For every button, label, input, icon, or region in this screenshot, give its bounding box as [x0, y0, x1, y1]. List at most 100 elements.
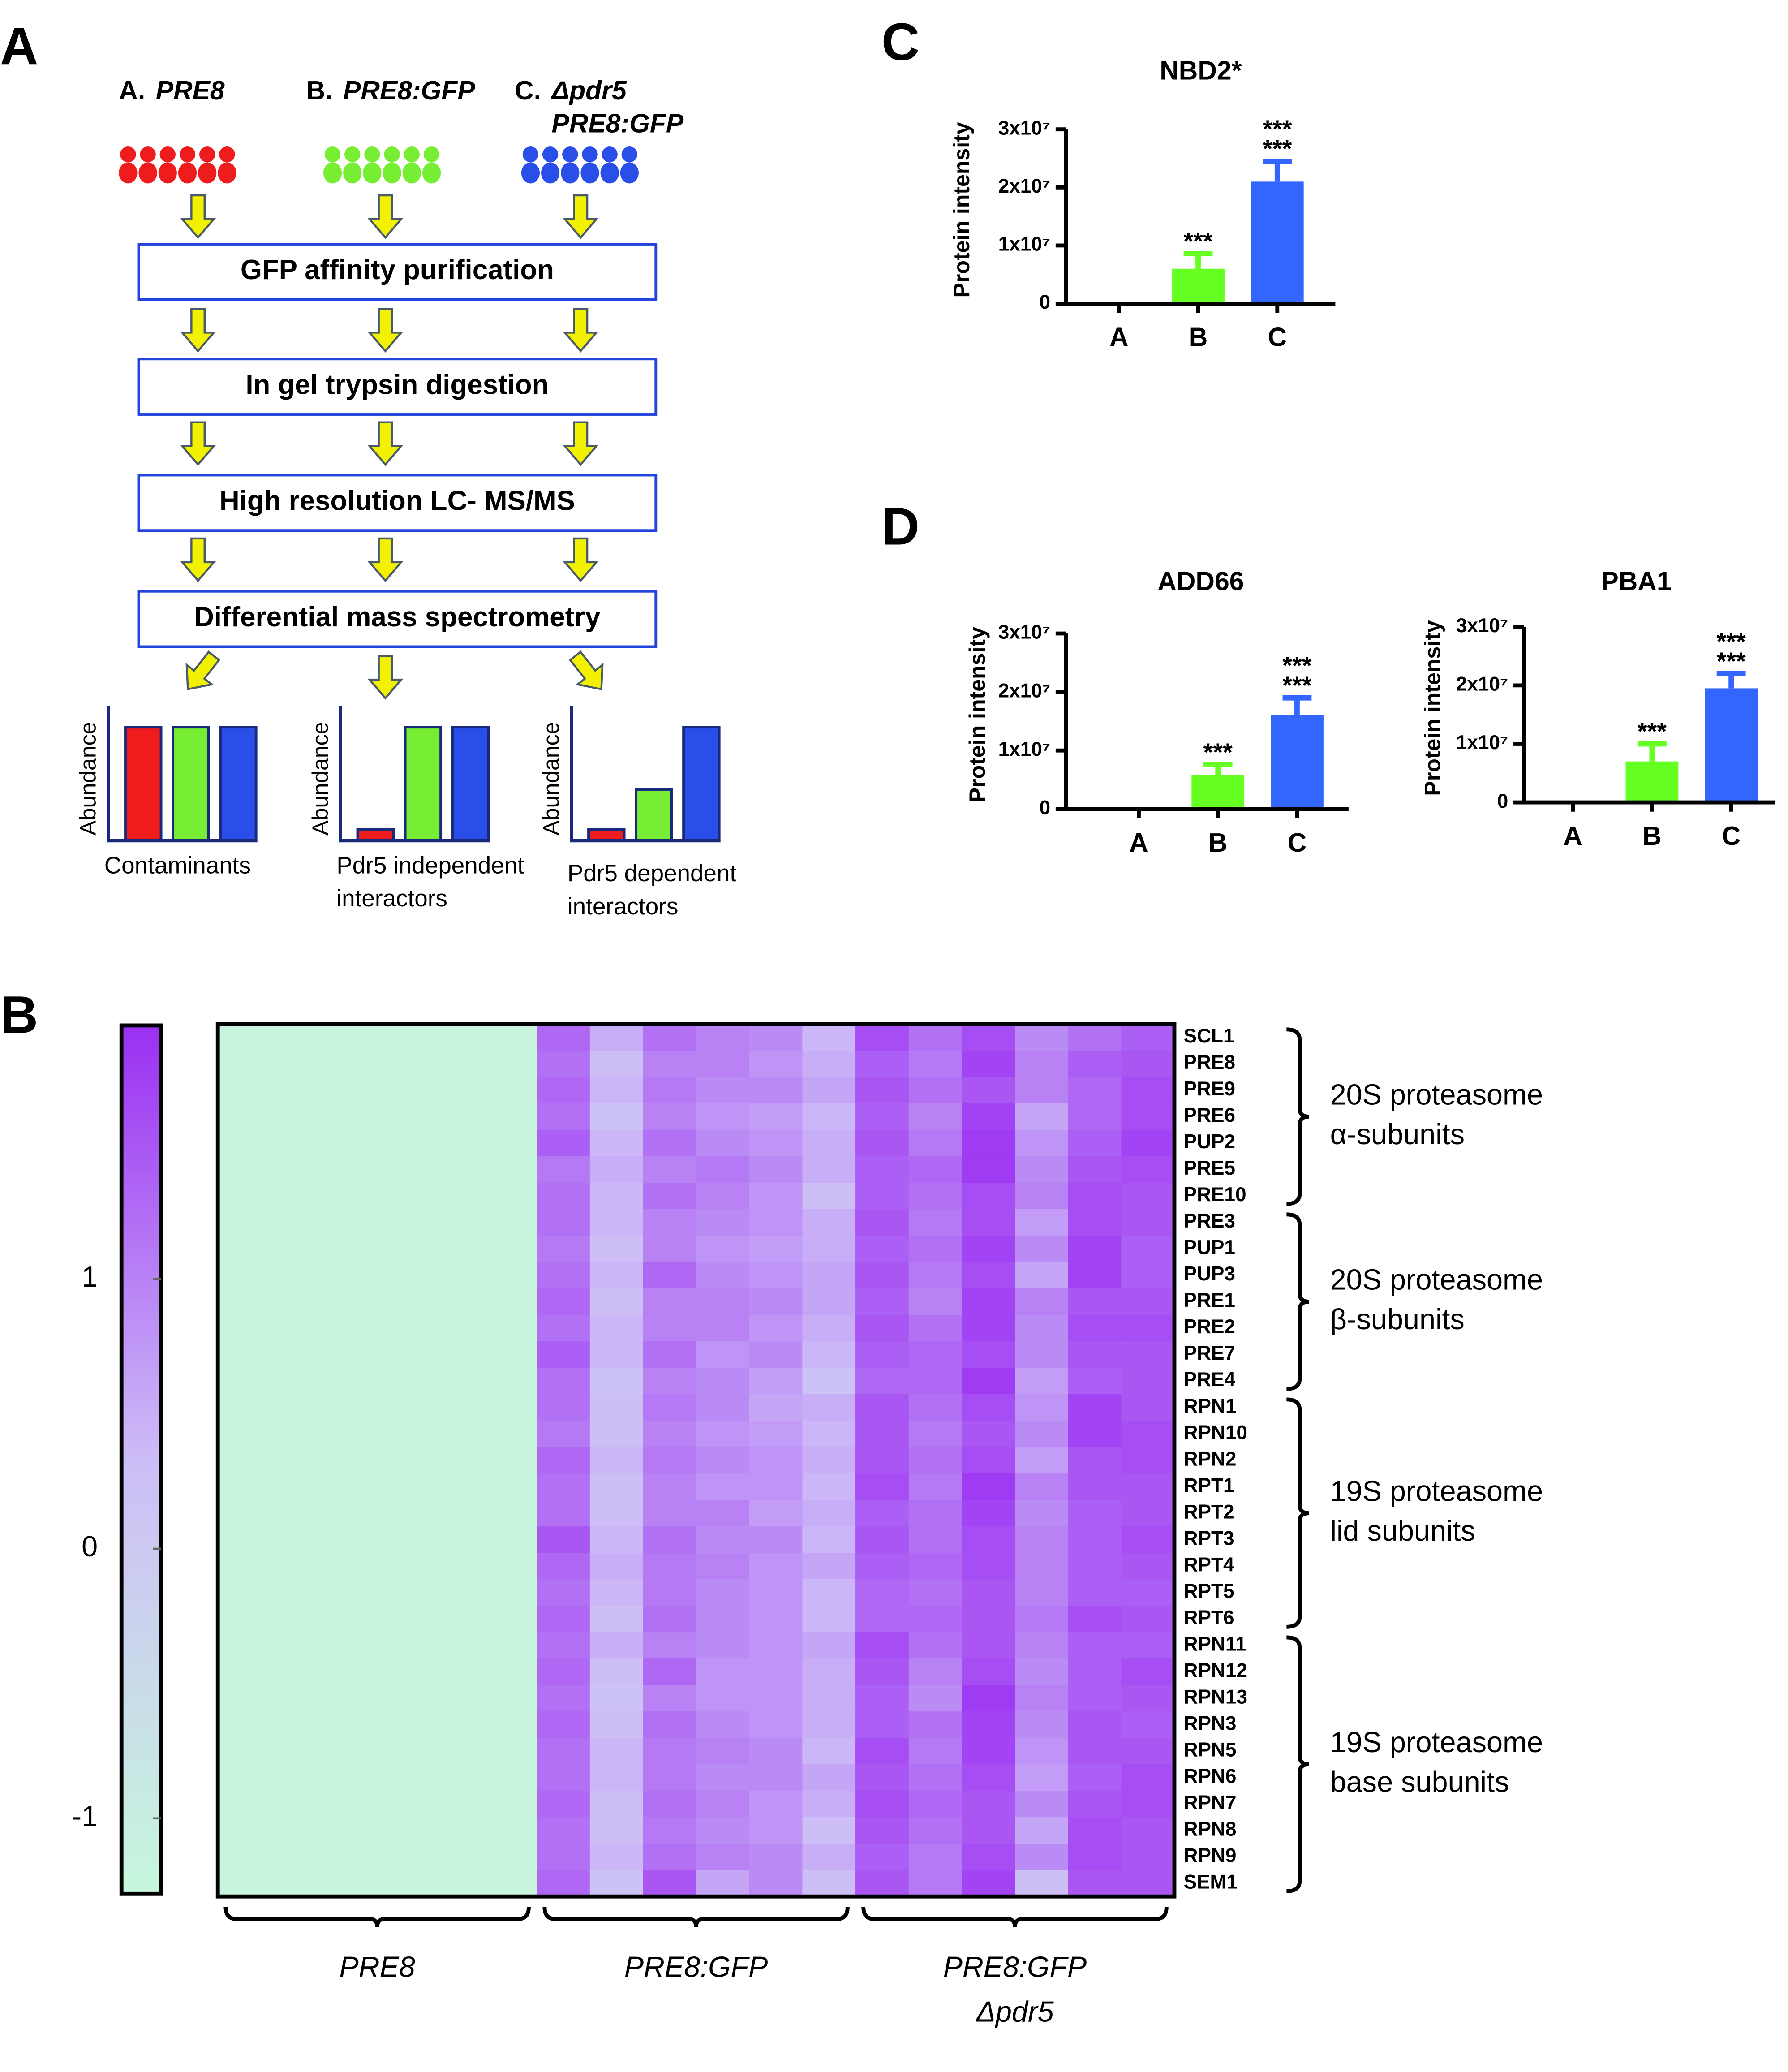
heatmap-cell — [1015, 1738, 1069, 1765]
heatmap-cell — [589, 1711, 644, 1739]
heatmap-cell — [1121, 1447, 1175, 1474]
abundance-bar — [682, 726, 721, 842]
heatmap-cell — [430, 1817, 484, 1844]
heatmap-cell — [855, 1817, 910, 1844]
heatmap-cell — [324, 1711, 378, 1739]
heatmap-cell — [483, 1447, 537, 1474]
heatmap-cell — [1121, 1606, 1175, 1633]
row-label: RPN1 — [1184, 1395, 1237, 1417]
heatmap-cell — [749, 1209, 803, 1236]
heatmap-cell — [589, 1473, 644, 1501]
caption: Pdr5 dependent — [567, 860, 737, 887]
chart-title: NBD2* — [1160, 56, 1242, 86]
y-tick-label: 2x10⁷ — [1456, 673, 1509, 695]
heatmap-cell — [1068, 1553, 1122, 1580]
step-box — [137, 474, 658, 532]
heatmap-cell — [324, 1500, 378, 1527]
heatmap-cell — [749, 1156, 803, 1184]
heatmap-cell — [962, 1632, 1016, 1659]
heatmap-cell — [271, 1421, 325, 1448]
column-brace — [224, 1907, 531, 1927]
heatmap-cell — [696, 1447, 750, 1474]
heatmap-cell — [1121, 1130, 1175, 1157]
heatmap-cell — [1068, 1288, 1122, 1316]
heatmap-cell — [483, 1500, 537, 1527]
y-axis-label: Protein intensity — [965, 627, 990, 802]
heatmap-cell — [377, 1606, 431, 1633]
heatmap-cell — [1068, 1473, 1122, 1501]
significance: *** — [1638, 717, 1667, 745]
heatmap-cell — [483, 1711, 537, 1739]
heatmap-cell — [855, 1236, 910, 1263]
heatmap-cell — [430, 1791, 484, 1818]
heatmap-cell — [962, 1817, 1016, 1844]
heatmap-cell — [1015, 1315, 1069, 1342]
heatmap-cell — [271, 1183, 325, 1210]
heatmap-cell — [324, 1447, 378, 1474]
heatmap-cell — [855, 1473, 910, 1501]
heatmap-cell — [537, 1421, 591, 1448]
heatmap-cell — [218, 1606, 272, 1633]
x-tick-label: A — [1109, 323, 1129, 352]
heatmap-cell — [324, 1606, 378, 1633]
cell — [602, 146, 618, 163]
heatmap-cell — [802, 1209, 856, 1236]
heatmap-cell — [483, 1632, 537, 1659]
heatmap-cell — [1015, 1156, 1069, 1184]
heatmap-cell — [696, 1156, 750, 1184]
arrow — [185, 650, 221, 691]
heatmap-cell — [430, 1632, 484, 1659]
heatmap-cell — [271, 1262, 325, 1289]
row-label: RPT2 — [1184, 1501, 1234, 1523]
heatmap-cell — [1015, 1791, 1069, 1818]
heatmap-cell — [324, 1262, 378, 1289]
heatmap-cell — [271, 1394, 325, 1422]
heatmap-cell — [537, 1473, 591, 1501]
heatmap-cell — [537, 1315, 591, 1342]
cell — [344, 146, 361, 163]
heatmap-cell — [696, 1579, 750, 1607]
heatmap-cell — [696, 1315, 750, 1342]
heatmap-cell — [430, 1236, 484, 1263]
heatmap-cell — [855, 1421, 910, 1448]
heatmap-cell — [589, 1368, 644, 1395]
heatmap-cell — [430, 1658, 484, 1686]
heatmap-cell — [696, 1817, 750, 1844]
heatmap-cell — [271, 1473, 325, 1501]
heatmap-cell — [271, 1077, 325, 1104]
heatmap-cell — [1121, 1685, 1175, 1712]
heatmap-cell — [749, 1500, 803, 1527]
heatmap-cell — [218, 1288, 272, 1316]
heatmap-cell — [324, 1288, 378, 1316]
heatmap-cell — [1068, 1341, 1122, 1369]
x-tick-label: C — [1288, 828, 1307, 857]
heatmap-cell — [271, 1103, 325, 1131]
heatmap-cell — [324, 1632, 378, 1659]
heatmap-cell — [483, 1526, 537, 1554]
heatmap-cell — [1068, 1844, 1122, 1871]
heatmap-cell — [430, 1103, 484, 1131]
y-tick-label: 1x10⁷ — [998, 738, 1051, 760]
significance: *** — [1183, 227, 1213, 255]
heatmap-cell — [430, 1288, 484, 1316]
heatmap-cell — [908, 1764, 963, 1792]
heatmap-cell — [1068, 1236, 1122, 1263]
heatmap-cell — [1068, 1103, 1122, 1131]
x-tick-label: B — [1189, 323, 1208, 352]
heatmap-cell — [643, 1103, 697, 1131]
heatmap-cell — [855, 1341, 910, 1369]
heatmap-cell — [855, 1606, 910, 1633]
heatmap-cell — [1121, 1103, 1175, 1131]
heatmap-cell — [218, 1209, 272, 1236]
heatmap-cell — [696, 1421, 750, 1448]
strain-name: Δpdr5 — [551, 76, 627, 105]
cell — [179, 146, 196, 163]
heatmap-cell — [483, 1315, 537, 1342]
significance: *** — [1282, 671, 1312, 699]
heatmap-cell — [643, 1711, 697, 1739]
heatmap-cell — [1121, 1526, 1175, 1554]
row-label: RPT6 — [1184, 1607, 1234, 1628]
heatmap-cell — [271, 1685, 325, 1712]
heatmap-cell — [749, 1738, 803, 1765]
heatmap-cell — [749, 1341, 803, 1369]
